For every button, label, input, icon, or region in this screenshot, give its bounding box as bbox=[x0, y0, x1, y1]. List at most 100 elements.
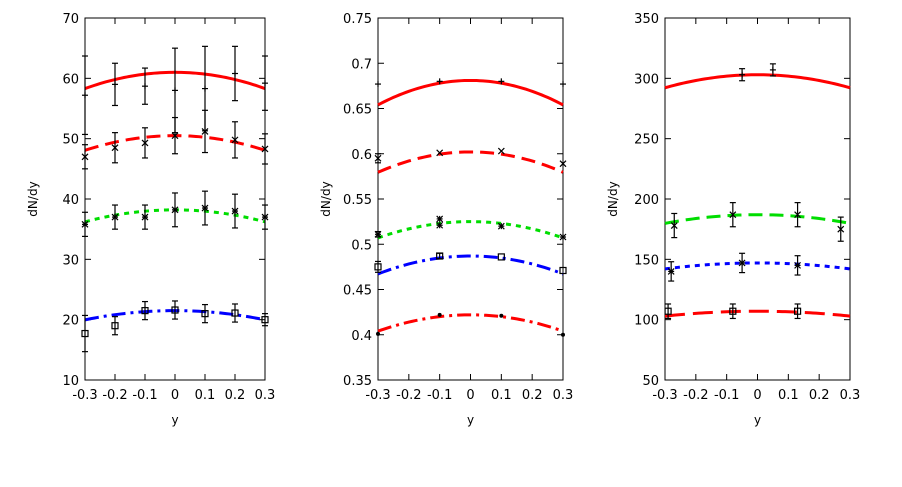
figure-caption bbox=[0, 462, 902, 487]
y-tick-label: 100 bbox=[634, 314, 659, 329]
x-tick-label: -0.2 bbox=[683, 388, 708, 403]
series-1-fit-curve bbox=[377, 78, 564, 107]
data-point bbox=[436, 252, 444, 260]
data-point bbox=[171, 132, 179, 140]
y-tick-label: 0.35 bbox=[343, 374, 372, 389]
data-point bbox=[82, 92, 88, 99]
data-point bbox=[376, 331, 380, 336]
series-5-fit-curve bbox=[377, 313, 564, 333]
y-tick-label: 0.65 bbox=[343, 103, 372, 118]
y-tick-label: 0.45 bbox=[343, 284, 372, 299]
series-3 bbox=[664, 252, 851, 282]
data-point bbox=[738, 259, 746, 267]
y-axis-label: dN/dy bbox=[606, 181, 620, 216]
x-axis-label: y bbox=[467, 413, 474, 427]
series-5 bbox=[376, 312, 565, 337]
data-point bbox=[201, 310, 209, 318]
data-point bbox=[794, 211, 802, 219]
y-tick-label: 60 bbox=[62, 72, 79, 87]
y-tick-label: 200 bbox=[634, 193, 659, 208]
data-point bbox=[739, 71, 746, 78]
x-tick-label: -0.2 bbox=[396, 388, 421, 403]
data-point bbox=[374, 230, 382, 238]
data-point bbox=[560, 81, 566, 88]
data-point bbox=[436, 221, 444, 229]
data-point bbox=[561, 332, 565, 337]
y-tick-label: 0.55 bbox=[343, 193, 372, 208]
x-axis-label: y bbox=[754, 413, 761, 427]
series-1 bbox=[664, 63, 851, 90]
error-bar bbox=[729, 303, 736, 320]
data-point bbox=[112, 81, 118, 88]
data-point bbox=[375, 81, 381, 88]
x-tick-label: 0.3 bbox=[840, 388, 861, 403]
series-3 bbox=[374, 215, 567, 241]
data-point bbox=[232, 70, 238, 77]
data-point bbox=[201, 204, 209, 212]
data-point bbox=[231, 309, 239, 317]
error-bar bbox=[794, 303, 801, 320]
y-tick-label: 50 bbox=[642, 374, 659, 389]
x-tick-label: -0.1 bbox=[714, 388, 739, 403]
data-point bbox=[667, 267, 675, 275]
data-point bbox=[664, 307, 672, 315]
data-point bbox=[261, 145, 269, 153]
x-tick-label: -0.1 bbox=[132, 388, 157, 403]
x-tick-label: 0.2 bbox=[225, 388, 246, 403]
x-tick-label: 0.1 bbox=[195, 388, 216, 403]
data-point bbox=[794, 261, 802, 269]
y-tick-label: 0.4 bbox=[351, 329, 372, 344]
x-tick-label: 0 bbox=[753, 388, 761, 403]
error-bar bbox=[202, 303, 208, 324]
chart-panel-3: 50 100 150 200 250 300 350 -0.3 -0.2 -0.1 0 0.1 0.2 0… bbox=[606, 12, 860, 427]
error-bar bbox=[172, 300, 178, 320]
series-3-fit-curve bbox=[664, 261, 851, 271]
error-bar bbox=[112, 316, 118, 336]
series-3-fit-curve bbox=[377, 220, 564, 240]
y-tick-label: 70 bbox=[62, 12, 79, 27]
data-point bbox=[81, 329, 89, 338]
y-tick-label: 50 bbox=[62, 133, 79, 148]
series-2-fit-curve bbox=[377, 150, 564, 174]
y-tick-label: 20 bbox=[62, 314, 79, 329]
error-bar bbox=[262, 313, 268, 327]
x-tick-label: 0.1 bbox=[491, 388, 512, 403]
data-point bbox=[231, 136, 239, 144]
data-point bbox=[231, 207, 239, 215]
y-tick-label: 0.7 bbox=[351, 57, 372, 72]
data-point bbox=[497, 222, 505, 230]
data-point bbox=[201, 128, 209, 135]
data-point bbox=[729, 211, 737, 219]
data-point bbox=[141, 139, 149, 147]
x-tick-label: 0.1 bbox=[778, 388, 799, 403]
y-tick-label: 30 bbox=[62, 253, 79, 268]
data-point bbox=[498, 78, 505, 85]
data-point bbox=[374, 154, 382, 162]
data-point bbox=[497, 147, 505, 155]
error-bar bbox=[665, 303, 672, 320]
y-tick-label: 350 bbox=[634, 12, 659, 27]
series-3 bbox=[81, 190, 269, 238]
y-tick-label: 40 bbox=[62, 193, 79, 208]
data-point bbox=[261, 213, 269, 221]
data-point bbox=[559, 160, 567, 168]
x-tick-label: 0.2 bbox=[809, 388, 830, 403]
y-axis-label: dN/dy bbox=[319, 181, 333, 216]
series-1-fit-curve bbox=[664, 73, 851, 90]
data-point bbox=[172, 87, 178, 94]
x-tick-label: -0.3 bbox=[652, 388, 677, 403]
series-4 bbox=[374, 252, 567, 276]
data-point bbox=[769, 66, 776, 73]
data-point bbox=[837, 225, 845, 233]
data-point bbox=[793, 307, 802, 315]
data-point bbox=[81, 220, 89, 228]
series-2 bbox=[374, 147, 567, 174]
x-axis-label: y bbox=[171, 413, 178, 427]
data-point bbox=[141, 213, 149, 221]
data-point bbox=[729, 307, 737, 315]
chart-panel-1: 10 20 30 40 50 60 70 -0.3 -0.2 -0.1 0 0.1 0.2 0.3 y dN/… bbox=[26, 12, 275, 427]
data-point bbox=[436, 78, 443, 85]
data-point bbox=[261, 316, 269, 324]
series-2-fit-curve bbox=[664, 213, 851, 225]
data-point bbox=[202, 85, 208, 92]
